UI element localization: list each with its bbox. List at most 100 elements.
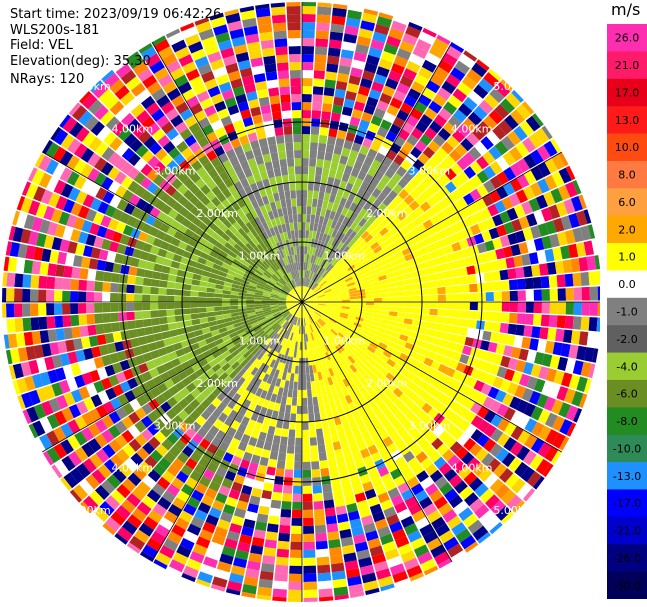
radar-gate — [221, 334, 231, 342]
radar-gate — [500, 98, 515, 114]
radar-gate — [66, 171, 80, 186]
radar-gate — [330, 268, 338, 276]
radar-gate — [291, 333, 296, 342]
radar-gate — [452, 460, 466, 474]
radar-gate — [328, 330, 336, 338]
radar-gate — [198, 307, 207, 313]
radar-gate — [194, 189, 206, 201]
radar-gate — [372, 313, 381, 319]
radar-gate — [208, 320, 217, 327]
radar-gate — [147, 253, 158, 263]
radar-gate — [494, 104, 510, 119]
radar-gate — [394, 275, 404, 282]
radar-gate — [192, 324, 202, 331]
radar-gate — [503, 437, 517, 452]
radar-gate — [202, 420, 213, 432]
radar-gate — [198, 286, 208, 292]
radar-gate — [387, 200, 398, 211]
radar-gate — [166, 160, 179, 172]
colorbar-tick-label: -17.0 — [613, 497, 641, 510]
start-time-label: Start time: 2023/09/19 06:42:26 — [10, 7, 222, 22]
radar-gate — [580, 361, 592, 378]
radar-gate — [262, 555, 276, 565]
radar-gate — [127, 472, 142, 487]
radar-gate — [334, 239, 341, 249]
radar-gate — [377, 202, 388, 213]
radar-gate — [132, 61, 149, 76]
radar-gate — [318, 319, 325, 326]
radar-gate — [323, 378, 330, 387]
radar-gate — [397, 296, 406, 302]
radar-gate — [477, 349, 488, 361]
radar-gate — [243, 185, 253, 196]
radar-gate — [496, 186, 509, 200]
radar-gate — [172, 403, 184, 415]
radar-gate — [302, 6, 316, 15]
radar-gate — [426, 537, 442, 551]
radar-gate — [197, 257, 207, 265]
radar-gate — [400, 550, 416, 563]
radar-gate — [420, 363, 431, 374]
radar-gate — [200, 563, 216, 576]
radar-gate — [313, 312, 320, 319]
radar-gate — [297, 397, 302, 406]
radar-gate — [191, 489, 204, 502]
radar-gate — [114, 171, 127, 185]
radar-gate — [289, 324, 294, 332]
radar-gate — [275, 394, 282, 404]
radar-gate — [293, 262, 297, 271]
radar-gate — [219, 553, 234, 565]
radar-gate — [350, 242, 359, 251]
radar-gate — [222, 289, 231, 295]
ring-distance-label: 2.00km — [366, 207, 408, 220]
radar-gate — [200, 409, 212, 421]
radar-gate — [310, 300, 318, 302]
radar-gate — [121, 499, 136, 514]
radar-gate — [337, 264, 346, 272]
radar-gate — [122, 224, 134, 237]
colorbar-segment — [607, 51, 647, 80]
radar-gate — [320, 316, 328, 322]
radar-gate — [231, 283, 241, 289]
radar-gate — [365, 308, 374, 313]
radar-gate — [404, 398, 415, 409]
radar-gate — [17, 243, 28, 259]
radar-gate — [75, 190, 88, 205]
colorbar-segment — [607, 243, 647, 271]
radar-gate — [270, 305, 279, 309]
radar-gate — [303, 589, 318, 598]
radar-gate — [135, 319, 144, 329]
radar-gate — [279, 319, 286, 326]
radar-gate — [578, 256, 589, 272]
radar-gate — [259, 570, 274, 581]
radar-gate — [255, 7, 271, 18]
radar-gate — [393, 269, 403, 277]
radar-gate — [275, 175, 283, 185]
radar-gate — [468, 202, 480, 214]
radar-gate — [277, 540, 290, 550]
radar-gate — [405, 238, 416, 247]
radar-gate — [353, 399, 362, 409]
radar-gate — [286, 396, 292, 406]
radar-gate — [94, 433, 108, 448]
radar-gate — [231, 515, 244, 527]
radar-gate — [155, 524, 170, 538]
radar-gate — [379, 367, 389, 377]
radar-gate — [342, 349, 351, 358]
radar-gate — [87, 152, 101, 167]
radar-gate — [129, 398, 141, 411]
radar-gate — [297, 325, 300, 334]
radar-gate — [93, 236, 104, 249]
radar-gate — [251, 429, 260, 439]
radar-gate — [376, 66, 390, 78]
radar-gate — [211, 363, 222, 373]
radar-gate — [366, 250, 376, 259]
radar-gate — [134, 302, 143, 311]
radar-gate — [237, 344, 246, 353]
radar-gate — [67, 241, 78, 254]
radar-gate — [51, 237, 63, 251]
radar-gate — [286, 453, 294, 462]
radar-gate — [267, 318, 276, 324]
radar-gate — [145, 214, 157, 226]
radar-gate — [535, 194, 548, 209]
